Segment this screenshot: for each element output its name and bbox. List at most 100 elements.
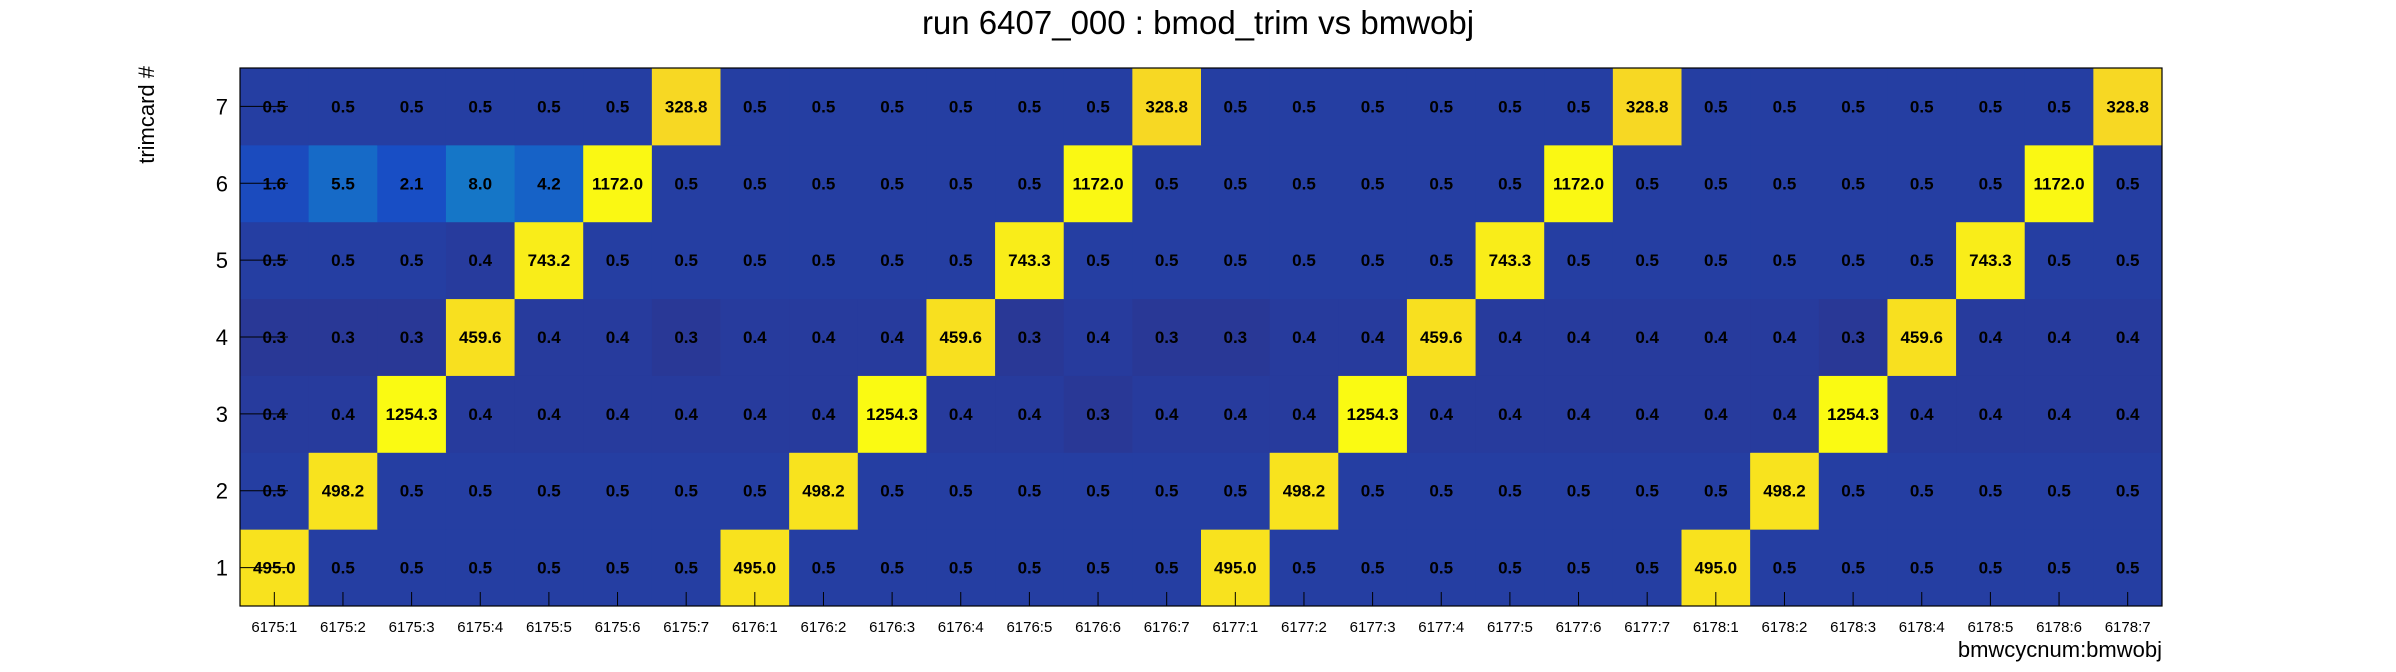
y-tick-label: 1 [216,556,228,581]
heatmap-cell [514,298,584,376]
y-tick-label: 4 [216,325,228,350]
cell-value-label: 0.4 [949,405,973,424]
heatmap-cell [1956,298,2026,376]
cell-value-label: 0.5 [1292,251,1316,270]
heatmap-cell [926,452,996,530]
cell-value-label: 0.5 [2116,482,2140,501]
heatmap-cell [995,452,1065,530]
heatmap-cell [926,375,996,453]
cell-value-label: 495.0 [1695,559,1738,578]
heatmap-cell [651,68,721,146]
cell-value-label: 8.0 [468,174,492,193]
cell-value-label: 0.4 [1773,328,1797,347]
heatmap-cell [1269,144,1339,223]
x-tick-label: 6178:2 [1762,619,1808,636]
cell-value-label: 0.5 [400,482,424,501]
cell-value-label: 0.4 [1567,328,1591,347]
cell-value-label: 0.5 [2047,97,2071,116]
heatmap-cell [1475,452,1545,530]
heatmap-cell [308,298,378,376]
heatmap-cell [1887,68,1957,146]
heatmap-cell [514,221,584,300]
cell-value-label: 0.5 [1979,559,2003,578]
cell-value-label: 0.5 [1979,97,2003,116]
heatmap-cell [1750,298,1820,376]
cell-value-label: 0.5 [1224,482,1248,501]
cell-value-label: 0.5 [606,251,630,270]
cell-value-label: 0.3 [674,328,698,347]
heatmap-cell [1544,375,1614,453]
cell-value-label: 2.1 [400,174,424,193]
heatmap-cell [1269,375,1339,453]
heatmap-cell [2093,452,2163,530]
heatmap-cell [1818,298,1888,376]
heatmap-cell [1063,68,1133,146]
heatmap-cell [1818,68,1888,146]
heatmap-cell [1956,68,2026,146]
heatmap-cell [1132,375,1202,453]
cell-value-label: 0.5 [674,251,698,270]
heatmap-cell [857,144,927,223]
x-tick-label: 6178:5 [1967,619,2013,636]
cell-value-label: 0.4 [1635,328,1659,347]
cell-value-label: 0.5 [1841,559,1865,578]
cell-value-label: 0.4 [1498,405,1522,424]
heatmap-cell [1406,68,1477,146]
heatmap-cell [377,375,447,453]
y-tick-label: 2 [216,479,228,504]
heatmap-cell [2093,375,2163,453]
heatmap-cell [1612,298,1682,376]
heatmap-cell [583,144,653,223]
cell-value-label: 0.5 [537,97,561,116]
heatmap-cell [1338,144,1408,223]
cell-value-label: 0.4 [1773,405,1797,424]
heatmap-cell [720,68,790,146]
cell-value-label: 0.5 [1567,251,1591,270]
cell-value-label: 0.5 [1429,174,1453,193]
cell-value-label: 0.5 [1910,559,1934,578]
heatmap-cell [2024,221,2094,300]
heatmap-cell [1201,298,1271,376]
heatmap-cell [2024,144,2094,223]
cell-value-label: 0.5 [1635,251,1659,270]
heatmap-cell [377,221,447,300]
cell-value-label: 0.4 [880,328,904,347]
cell-value-label: 0.4 [537,328,561,347]
heatmap-cell [377,452,447,530]
cell-value-label: 0.4 [468,405,492,424]
heatmap-cell [1063,144,1133,223]
heatmap-cell [1544,452,1614,530]
cell-value-label: 0.4 [674,405,698,424]
heatmap-cell [377,144,447,223]
heatmap-cell [1887,298,1957,376]
cell-value-label: 1254.3 [1827,405,1879,424]
heatmap-cell [1681,452,1751,530]
cell-value-label: 0.5 [468,482,492,501]
heatmap-cell [1269,221,1339,300]
cell-value-label: 0.5 [1155,482,1179,501]
heatmap-cell [2024,375,2094,453]
heatmap-cell [2024,452,2094,530]
cell-value-label: 0.5 [1155,559,1179,578]
cell-value-label: 0.5 [1086,559,1110,578]
heatmap-cell [1132,298,1202,376]
cell-value-label: 0.5 [1361,559,1385,578]
heatmap-cell [1956,452,2026,530]
heatmap-cell [1818,144,1888,223]
heatmap-cell [2093,221,2163,300]
cell-value-label: 0.4 [606,328,630,347]
x-tick-label: 6176:2 [801,619,847,636]
heatmap-cell [1681,68,1751,146]
heatmap-cell [720,221,790,300]
cell-value-label: 0.5 [1292,97,1316,116]
x-tick-label: 6176:6 [1075,619,1121,636]
heatmap-cell [1544,298,1614,376]
cell-value-label: 0.4 [1979,328,2003,347]
heatmap-cell [1612,68,1682,146]
heatmap-cell [995,298,1065,376]
cell-value-label: 0.5 [674,559,698,578]
heatmap-cell [857,452,927,530]
cell-value-label: 0.5 [1155,251,1179,270]
cell-value-label: 0.4 [2047,328,2071,347]
